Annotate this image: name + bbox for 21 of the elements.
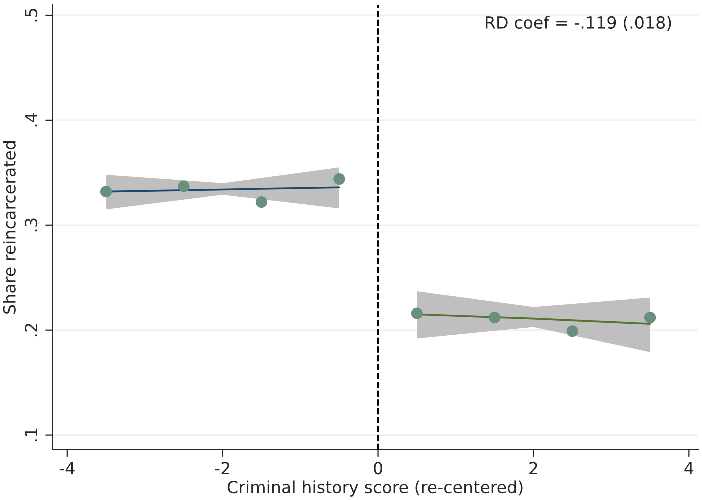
point [178, 180, 190, 192]
point [256, 196, 268, 208]
x-tick-label: 2 [530, 462, 538, 474]
y-tick-label: .3 [25, 218, 38, 232]
y-tick-label: .2 [25, 324, 38, 337]
x-axis-title: Criminal history score (re-centered) [228, 480, 523, 497]
point [411, 308, 423, 320]
point [334, 173, 346, 186]
y-tick-label: .4 [25, 113, 38, 127]
point [489, 312, 501, 324]
x-tick-label: 4 [684, 462, 694, 474]
point [100, 186, 112, 198]
point [566, 326, 578, 338]
y-tick-label: .1 [25, 428, 38, 442]
x-tick-label: -2 [215, 462, 230, 474]
y-tick-label: .5 [25, 9, 38, 22]
y-axis-title: Share reincarcerated [3, 142, 16, 314]
annotation: RD coef = -.119 (.018) [486, 16, 672, 31]
x-tick-label: 0 [374, 462, 382, 475]
point [644, 312, 656, 324]
x-tick-label: -4 [60, 462, 75, 474]
